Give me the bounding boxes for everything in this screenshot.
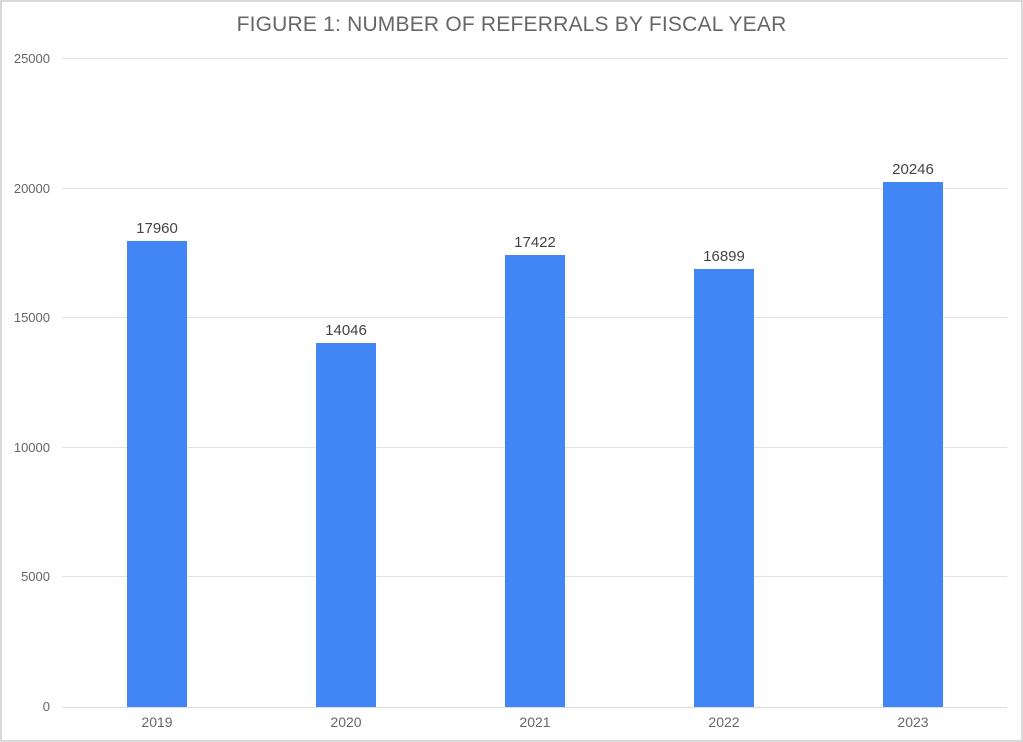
- bar-value-label-2021: 17422: [514, 234, 556, 251]
- gridline-0: [62, 707, 1007, 708]
- gridline-25000: [62, 58, 1007, 59]
- chart-title: FIGURE 1: NUMBER OF REFERRALS BY FISCAL …: [236, 13, 787, 36]
- bar-2021[interactable]: [505, 255, 565, 707]
- gridline-20000: [62, 187, 1007, 189]
- x-tick-label-2023: 2023: [897, 714, 929, 730]
- y-tick-label-0: 0: [42, 699, 50, 714]
- x-tick-label-2019: 2019: [141, 714, 173, 730]
- bar-value-label-2023: 20246: [892, 161, 934, 178]
- bar-value-label-2019: 17960: [136, 220, 178, 237]
- x-tick-label-2022: 2022: [708, 714, 740, 730]
- bar-2023[interactable]: [883, 182, 943, 707]
- x-tick-label-2020: 2020: [330, 714, 362, 730]
- bar-2022[interactable]: [694, 269, 754, 707]
- y-tick-label-20000: 20000: [13, 180, 50, 196]
- bar-value-label-2020: 14046: [325, 322, 367, 339]
- plot-area: 17960 14046 17422 16899 20246: [62, 58, 1007, 708]
- bar-value-label-2022: 16899: [703, 248, 745, 265]
- y-tick-label-15000: 15000: [13, 310, 50, 326]
- y-tick-label-25000: 25000: [13, 51, 50, 66]
- x-tick-label-2021: 2021: [519, 714, 551, 730]
- bar-2020[interactable]: [316, 343, 376, 707]
- bar-2019[interactable]: [127, 241, 187, 707]
- y-tick-label-5000: 5000: [21, 569, 50, 585]
- y-tick-label-10000: 10000: [13, 439, 50, 455]
